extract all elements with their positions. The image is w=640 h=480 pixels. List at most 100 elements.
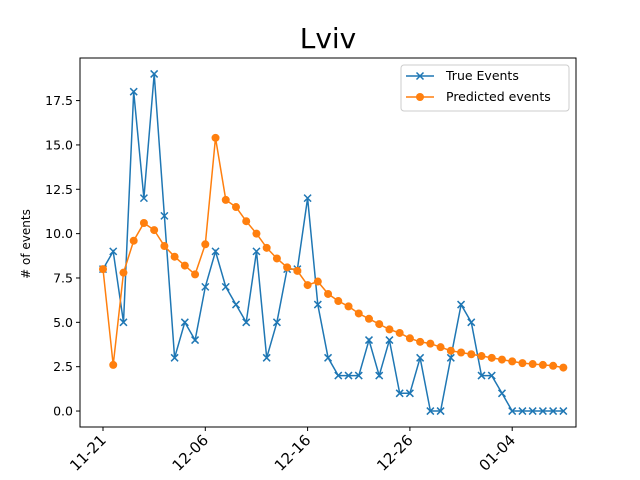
data-point-true-events <box>303 194 312 203</box>
data-point-predicted-events <box>354 309 363 318</box>
data-point-true-events <box>487 371 496 380</box>
data-point-true-events <box>549 407 558 416</box>
y-tick-label: 15.0 <box>45 137 73 152</box>
data-point-predicted-events <box>457 348 466 357</box>
data-point-true-events <box>109 247 118 256</box>
data-point-true-events <box>313 300 322 309</box>
data-point-predicted-events <box>262 243 271 252</box>
data-point-predicted-events <box>375 320 384 329</box>
data-point-predicted-events <box>436 343 445 352</box>
legend-label-predicted-events: Predicted events <box>446 89 551 104</box>
data-point-predicted-events <box>303 281 312 290</box>
series-line-true-events <box>102 73 564 412</box>
data-point-true-events <box>180 318 189 327</box>
data-point-true-events <box>344 371 353 380</box>
data-point-predicted-events <box>139 218 148 227</box>
data-point-predicted-events <box>170 252 179 261</box>
y-tick-label: 7.5 <box>53 270 73 285</box>
data-point-predicted-events <box>242 217 251 226</box>
data-point-true-events <box>242 318 251 327</box>
y-tick-label: 0.0 <box>53 404 73 419</box>
data-point-true-events <box>262 353 271 362</box>
data-point-true-events <box>160 211 169 220</box>
data-point-predicted-events <box>395 328 404 337</box>
legend-marker-predicted-events <box>416 93 424 101</box>
data-point-true-events <box>334 371 343 380</box>
series-predicted-events <box>99 133 568 372</box>
data-point-predicted-events <box>293 266 302 275</box>
data-point-predicted-events <box>508 357 517 366</box>
data-point-true-events <box>272 318 281 327</box>
data-point-true-events <box>231 300 241 309</box>
data-point-predicted-events <box>385 325 394 334</box>
y-tick-label: 17.5 <box>45 93 73 108</box>
data-point-predicted-events <box>150 226 159 235</box>
data-point-predicted-events <box>518 359 527 368</box>
y-tick-label: 10.0 <box>45 226 73 241</box>
data-point-true-events <box>559 407 568 416</box>
data-point-predicted-events <box>324 289 333 298</box>
data-point-true-events <box>191 336 200 345</box>
x-tick-label: 11-21 <box>66 431 110 475</box>
data-point-true-events <box>436 407 445 416</box>
data-point-true-events <box>139 194 148 203</box>
data-point-true-events <box>426 407 435 416</box>
legend: True Events Predicted events <box>400 64 570 112</box>
chart-title: Lviv <box>300 22 357 55</box>
data-point-predicted-events <box>99 265 107 274</box>
legend-label-true-events: True Events <box>445 68 519 83</box>
data-point-predicted-events <box>231 203 240 212</box>
data-point-predicted-events <box>538 360 547 369</box>
data-point-predicted-events <box>201 240 210 249</box>
data-point-true-events <box>201 282 210 291</box>
x-axis-ticks: 11-21 12-06 12-16 12-26 01-04 <box>66 427 519 475</box>
data-point-predicted-events <box>528 360 537 369</box>
data-point-true-events <box>119 318 128 327</box>
x-tick-label: 12-06 <box>169 431 213 475</box>
y-tick-label: 5.0 <box>53 315 73 330</box>
y-axis-ticks: 0.0 2.5 5.0 7.5 10.0 12.5 15.0 17.5 <box>45 93 80 419</box>
data-point-true-events <box>354 371 363 380</box>
data-point-true-events <box>538 407 547 416</box>
data-point-predicted-events <box>109 360 118 369</box>
x-tick-label: 12-16 <box>271 431 315 475</box>
data-point-true-events <box>508 407 517 416</box>
data-point-predicted-events <box>497 355 506 364</box>
data-point-true-events <box>129 87 138 96</box>
data-point-predicted-events <box>221 195 230 204</box>
data-point-true-events <box>405 389 414 398</box>
data-point-predicted-events <box>344 302 353 311</box>
data-point-true-events <box>375 371 384 380</box>
data-point-predicted-events <box>334 297 343 306</box>
data-point-predicted-events <box>416 337 425 346</box>
x-tick-label: 12-26 <box>373 431 417 475</box>
data-point-predicted-events <box>487 353 496 362</box>
data-point-true-events <box>395 389 404 398</box>
data-point-true-events <box>211 247 220 256</box>
y-tick-label: 12.5 <box>45 182 73 197</box>
data-point-true-events <box>467 318 476 327</box>
y-axis-label: # of events <box>19 209 33 279</box>
x-tick-label: 01-04 <box>475 431 519 475</box>
data-point-true-events <box>446 353 455 362</box>
data-point-true-events <box>477 371 486 380</box>
data-point-true-events <box>497 389 507 398</box>
series-line-predicted-events <box>102 137 564 369</box>
data-point-predicted-events <box>313 277 322 286</box>
data-point-true-events <box>385 336 394 345</box>
series-true-events <box>98 69 568 416</box>
data-point-predicted-events <box>211 133 220 142</box>
series-layer <box>98 69 568 416</box>
legend-marker-true-events <box>415 71 425 81</box>
data-point-true-events <box>170 353 179 362</box>
data-point-predicted-events <box>283 263 292 272</box>
data-point-predicted-events <box>364 314 373 323</box>
data-point-predicted-events <box>405 334 414 343</box>
data-point-predicted-events <box>477 352 486 361</box>
data-point-true-events <box>364 336 374 345</box>
data-point-predicted-events <box>191 270 200 279</box>
data-point-predicted-events <box>272 254 281 263</box>
data-point-predicted-events <box>252 229 261 238</box>
data-point-true-events <box>221 282 230 291</box>
